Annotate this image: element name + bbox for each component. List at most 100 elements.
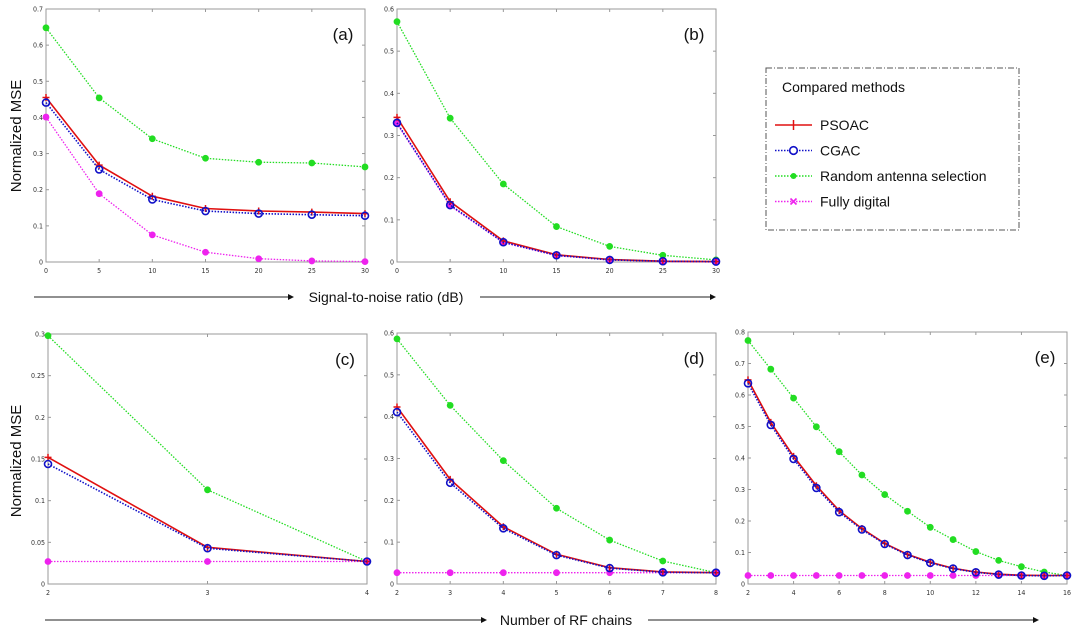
point-cgac-marker	[445, 200, 455, 210]
y-tick-label: 0.4	[384, 90, 394, 98]
y-tick-label: 0	[741, 581, 745, 589]
point-psoac-marker	[95, 161, 103, 169]
point-random-antenna-selection-marker	[204, 486, 211, 494]
point-cgac-marker	[201, 206, 210, 216]
point-random-antenna-selection-marker	[44, 332, 52, 340]
y-axis-label-bottom: Normalized MSE	[8, 405, 25, 518]
point-fully-digital-marker	[393, 569, 401, 577]
x-tick-label: 30	[712, 267, 720, 275]
legend-entry: PSOAC	[775, 117, 869, 133]
x-tick-label: 4	[501, 589, 505, 597]
legend-title: Compared methods	[782, 79, 905, 95]
x-tick-label: 3	[448, 589, 452, 597]
y-tick-label: 0.3	[384, 455, 394, 463]
x-tick-label: 16	[1063, 589, 1071, 597]
point-fully-digital-marker	[255, 255, 263, 263]
x-tick-label: 10	[926, 589, 934, 597]
point-random-antenna-selection-marker	[972, 548, 980, 555]
point-random-antenna-selection-marker	[606, 536, 614, 544]
y-tick-label: 0.6	[384, 6, 394, 14]
y-tick-label: 0.2	[384, 174, 394, 182]
legend-x-marker-icon	[789, 197, 798, 206]
panel-label: (d)	[684, 349, 705, 368]
series-cgac	[392, 407, 721, 578]
x-tick-label: 5	[97, 267, 101, 275]
y-tick-label: 0.2	[35, 414, 45, 422]
top-x-axis-arrow: Signal-to-noise ratio (dB)	[34, 289, 716, 305]
y-tick-label: 0.15	[31, 456, 45, 464]
y-tick-label: 0.6	[33, 42, 43, 50]
point-cgac-marker	[43, 459, 53, 469]
point-fully-digital-marker	[553, 569, 560, 577]
y-tick-label: 0.4	[33, 114, 43, 122]
point-random-antenna-selection-marker	[767, 365, 775, 373]
x-tick-label: 20	[606, 267, 614, 275]
y-tick-label: 0.3	[33, 150, 43, 158]
top-x-axis-label: Signal-to-noise ratio (dB)	[309, 289, 464, 305]
point-fully-digital-marker	[926, 572, 934, 579]
point-random-antenna-selection-marker	[812, 423, 820, 431]
point-cgac-marker	[903, 550, 912, 560]
legend-entry: Random antenna selection	[775, 168, 987, 184]
point-psoac-marker	[44, 453, 52, 461]
x-tick-label: 0	[395, 267, 399, 275]
point-random-antenna-selection-marker	[606, 242, 614, 250]
panel-e: 2 4 6 8 10 12 14 16 0 0.1 0.2 0.3 0.4 0.5 0.6 0.7 0.8 (e)	[735, 329, 1072, 597]
legend-label: PSOAC	[820, 117, 869, 133]
point-cgac-marker	[948, 564, 958, 573]
point-cgac-marker	[711, 568, 721, 578]
point-random-antenna-selection-marker	[255, 158, 263, 166]
x-tick-label: 15	[552, 267, 560, 275]
point-random-antenna-selection-marker	[881, 491, 889, 498]
x-tick-label: 6	[608, 589, 612, 597]
point-random-antenna-selection-marker	[949, 536, 957, 543]
legend-label: Fully digital	[820, 194, 890, 210]
legend-label: Random antenna selection	[820, 168, 987, 184]
y-tick-label: 0.1	[33, 222, 43, 230]
y-tick-label: 0.05	[31, 539, 45, 547]
plot-area	[396, 332, 717, 585]
point-cgac-marker	[658, 567, 668, 577]
x-tick-label: 20	[255, 267, 263, 275]
point-fully-digital-marker	[904, 572, 911, 579]
series-cgac	[392, 118, 721, 266]
point-cgac-marker	[789, 454, 798, 464]
point-fully-digital-marker	[148, 231, 156, 239]
point-fully-digital-marker	[446, 569, 454, 577]
point-random-antenna-selection-marker	[42, 24, 50, 32]
panel-a: 0 5 10 15 20 25 30 0 0.1 0.2 0.3 0.4 0.5 0.6 0.7 (a)	[33, 6, 370, 275]
point-random-antenna-selection-marker	[1018, 563, 1025, 571]
point-psoac-marker	[712, 258, 720, 266]
y-tick-label: 0.5	[384, 48, 394, 56]
series-random-antenna-selection	[744, 337, 1071, 579]
y-tick-label: 0.1	[384, 216, 394, 224]
y-tick-label: 0.3	[735, 486, 745, 494]
point-fully-digital-marker	[499, 569, 507, 577]
point-cgac-marker	[307, 210, 317, 219]
point-fully-digital-marker	[858, 572, 866, 579]
point-random-antenna-selection-marker	[904, 507, 911, 515]
point-cgac-marker	[812, 483, 821, 493]
point-fully-digital-marker	[790, 572, 797, 579]
point-fully-digital-marker	[835, 572, 843, 579]
x-tick-label: 6	[837, 589, 841, 597]
point-cgac-marker	[605, 255, 614, 265]
point-cgac-marker	[392, 118, 402, 128]
series-cgac	[743, 379, 1072, 581]
point-random-antenna-selection-marker	[553, 223, 560, 230]
y-tick-label: 0.6	[384, 330, 394, 338]
panel-d: 2 3 4 5 6 7 8 0 0.1 0.2 0.3 0.4 0.5 0.6 (d)	[384, 330, 721, 597]
point-cgac-marker	[971, 568, 981, 577]
series-fully-digital	[42, 113, 369, 266]
x-tick-label: 8	[714, 589, 718, 597]
x-tick-label: 10	[148, 267, 156, 275]
y-tick-label: 0	[390, 259, 394, 267]
point-cgac-marker	[445, 478, 455, 488]
point-random-antenna-selection-marker	[995, 556, 1003, 564]
point-cgac-marker	[766, 420, 776, 430]
x-tick-label: 0	[44, 267, 48, 275]
x-tick-label: 25	[308, 267, 316, 275]
y-tick-label: 0.1	[735, 549, 745, 557]
point-cgac-marker	[658, 256, 668, 266]
